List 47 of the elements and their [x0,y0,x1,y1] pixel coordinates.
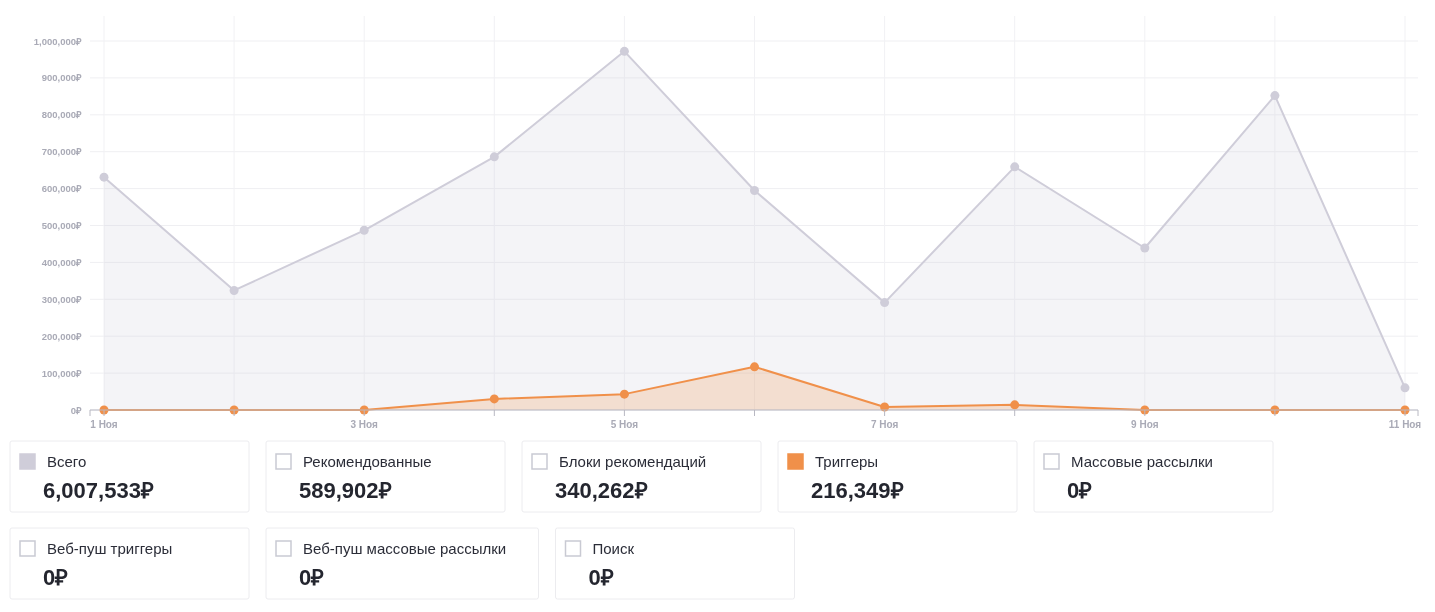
y-tick-label: 1,000,000₽ [33,35,82,47]
point [1010,400,1020,410]
x-tick-label: 11 Ноя [1388,419,1422,430]
point [750,362,759,372]
y-tick-label: 200,000₽ [41,330,82,342]
y-tick-label: 500,000₽ [41,220,82,231]
x-tick-label: 7 Ноя [870,419,899,430]
legend-label: Веб-пуш триггеры [47,540,173,557]
point [1400,383,1410,393]
point [750,185,759,195]
text: 0₽ [299,565,325,590]
point [229,285,239,295]
y-tick-label: 900,000₽ [41,72,82,84]
x-tick-label: 9 Ноя [1131,419,1159,430]
point [1140,243,1150,253]
y-tick-label: 600,000₽ [41,183,82,195]
legend-label: Триггеры [815,453,879,470]
legend-label: Веб-пуш массовые рассылки [303,540,507,557]
x-tick-label: 3 Ноя [350,419,379,430]
y-tick-label: 400,000₽ [41,256,82,268]
legend-label: Всего [47,453,87,470]
y-tick-label: 100,000₽ [41,367,82,379]
x-tick-label: 5 Ноя [610,419,639,430]
legend-label: Массовые рассылки [1071,453,1213,470]
x-tick-label: 1 Ноя [90,419,118,430]
text: 589,902₽ [299,478,392,503]
legend-label: Поиск [592,540,635,557]
point [1270,91,1280,101]
text: 0₽ [1067,478,1093,503]
text: 340,262₽ [555,478,648,503]
point [1010,162,1020,172]
point [619,46,629,56]
y-tick-label: 700,000₽ [41,146,82,158]
point [619,389,629,399]
point [880,298,890,308]
point [489,394,499,404]
text: 6,007,533₽ [43,478,154,503]
text: 216,349₽ [811,478,904,503]
point [359,225,369,235]
point [489,152,499,162]
y-tick-label: 0₽ [70,404,82,416]
y-tick-label: 300,000₽ [41,293,82,305]
point [99,172,109,182]
y-tick-label: 800,000₽ [41,109,82,121]
legend-label: Блоки рекомендаций [559,453,707,470]
legend-label: Рекомендованные [303,453,432,470]
text: 0₽ [588,565,614,590]
